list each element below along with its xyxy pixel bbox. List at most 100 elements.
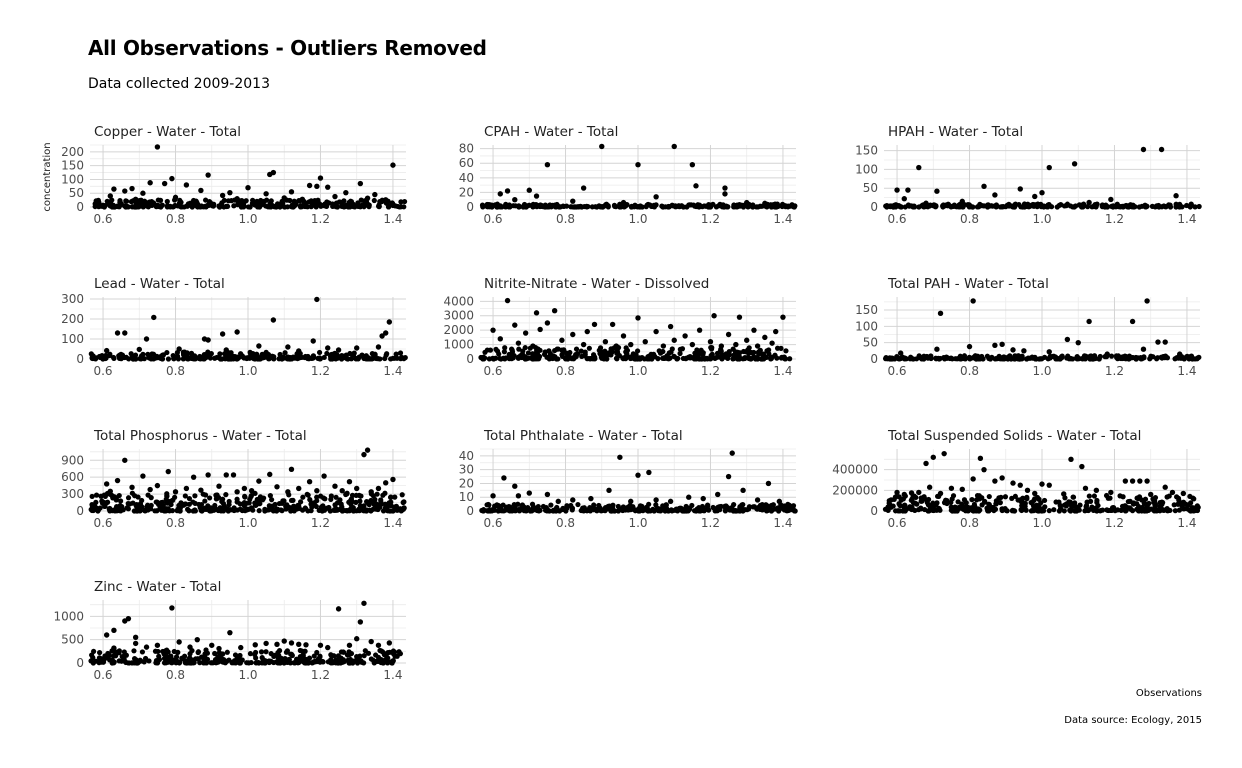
- data-point: [300, 494, 306, 500]
- data-point: [971, 354, 977, 360]
- data-point: [307, 497, 313, 503]
- data-point: [372, 191, 378, 198]
- data-point: [1031, 203, 1037, 209]
- data-point: [357, 619, 364, 625]
- data-point: [383, 480, 389, 486]
- x-tick-label: 0.6: [93, 668, 112, 682]
- data-point: [132, 196, 139, 202]
- data-point: [383, 330, 389, 336]
- data-point: [102, 355, 108, 362]
- data-point: [398, 204, 404, 210]
- data-point: [659, 506, 666, 512]
- x-tick-label: 1.4: [383, 364, 402, 378]
- data-point: [153, 499, 159, 505]
- data-point: [671, 337, 677, 343]
- data-point: [1064, 336, 1071, 343]
- data-point: [1085, 204, 1091, 210]
- data-point: [746, 506, 752, 512]
- data-point: [980, 356, 986, 362]
- x-tick-label: 0.6: [93, 212, 112, 226]
- data-point: [1152, 495, 1159, 501]
- data-point: [1005, 356, 1011, 362]
- data-point: [242, 494, 248, 500]
- data-point: [579, 353, 585, 359]
- data-point: [1162, 339, 1168, 345]
- x-tick-label: 0.6: [887, 516, 906, 530]
- data-point: [992, 478, 998, 484]
- data-point: [974, 497, 980, 503]
- data-point: [680, 204, 687, 210]
- data-point: [256, 660, 262, 666]
- data-point: [263, 649, 269, 655]
- data-point: [308, 204, 314, 210]
- data-point: [745, 350, 752, 356]
- data-point: [92, 356, 99, 362]
- x-tick-label: 0.8: [166, 516, 185, 530]
- data-point: [189, 355, 195, 361]
- data-point: [103, 481, 110, 487]
- data-point: [960, 355, 966, 362]
- x-tick-label: 1.4: [383, 668, 402, 682]
- data-point: [643, 504, 650, 510]
- data-point: [544, 161, 551, 168]
- data-point: [715, 203, 721, 209]
- data-point: [1166, 493, 1172, 499]
- x-tick-label: 0.6: [483, 364, 502, 378]
- data-point: [129, 484, 135, 491]
- data-point: [491, 356, 497, 362]
- data-point: [516, 203, 522, 209]
- data-point: [367, 507, 373, 513]
- data-point: [486, 356, 492, 362]
- data-point: [161, 180, 168, 187]
- data-point: [289, 652, 295, 659]
- data-point: [216, 203, 222, 209]
- data-point: [344, 491, 350, 497]
- data-point: [686, 355, 693, 361]
- data-point: [530, 355, 537, 362]
- caption: Data source: Ecology, 2015: [1064, 715, 1202, 726]
- data-point: [234, 196, 240, 202]
- data-point: [945, 201, 951, 207]
- data-point: [653, 328, 659, 335]
- data-point: [1018, 506, 1024, 513]
- facet-title: Total Suspended Solids - Water - Total: [887, 428, 1141, 444]
- data-point: [736, 314, 743, 320]
- data-point: [317, 654, 323, 660]
- data-point: [1055, 356, 1062, 362]
- data-point: [751, 504, 757, 510]
- data-point: [625, 354, 631, 360]
- chart-subtitle: Data collected 2009-2013: [88, 76, 270, 92]
- data-point: [143, 336, 150, 342]
- data-point: [234, 489, 240, 495]
- data-point: [377, 356, 383, 362]
- data-point: [653, 202, 659, 208]
- data-point: [361, 451, 367, 458]
- data-point: [165, 356, 172, 362]
- data-point: [894, 187, 900, 193]
- data-point: [707, 356, 714, 362]
- data-point: [147, 486, 153, 493]
- data-point: [329, 354, 335, 361]
- data-point: [1144, 298, 1150, 304]
- data-point: [256, 478, 262, 484]
- data-point: [905, 187, 911, 193]
- data-point: [306, 655, 313, 661]
- data-point: [1155, 339, 1161, 345]
- data-point: [780, 314, 786, 320]
- data-point: [647, 508, 653, 514]
- data-point: [314, 498, 320, 504]
- data-point: [175, 203, 181, 209]
- data-point: [360, 354, 367, 360]
- data-point: [751, 327, 757, 333]
- data-point: [479, 202, 486, 208]
- data-point: [1136, 204, 1142, 210]
- x-tick-label: 0.8: [556, 516, 575, 530]
- data-point: [247, 349, 253, 355]
- data-point: [1171, 502, 1177, 508]
- data-point: [316, 349, 323, 356]
- data-point: [602, 338, 609, 345]
- data-point: [271, 356, 277, 362]
- data-point: [1056, 508, 1062, 514]
- data-point: [252, 651, 258, 658]
- x-tick-label: 1.4: [1177, 516, 1196, 530]
